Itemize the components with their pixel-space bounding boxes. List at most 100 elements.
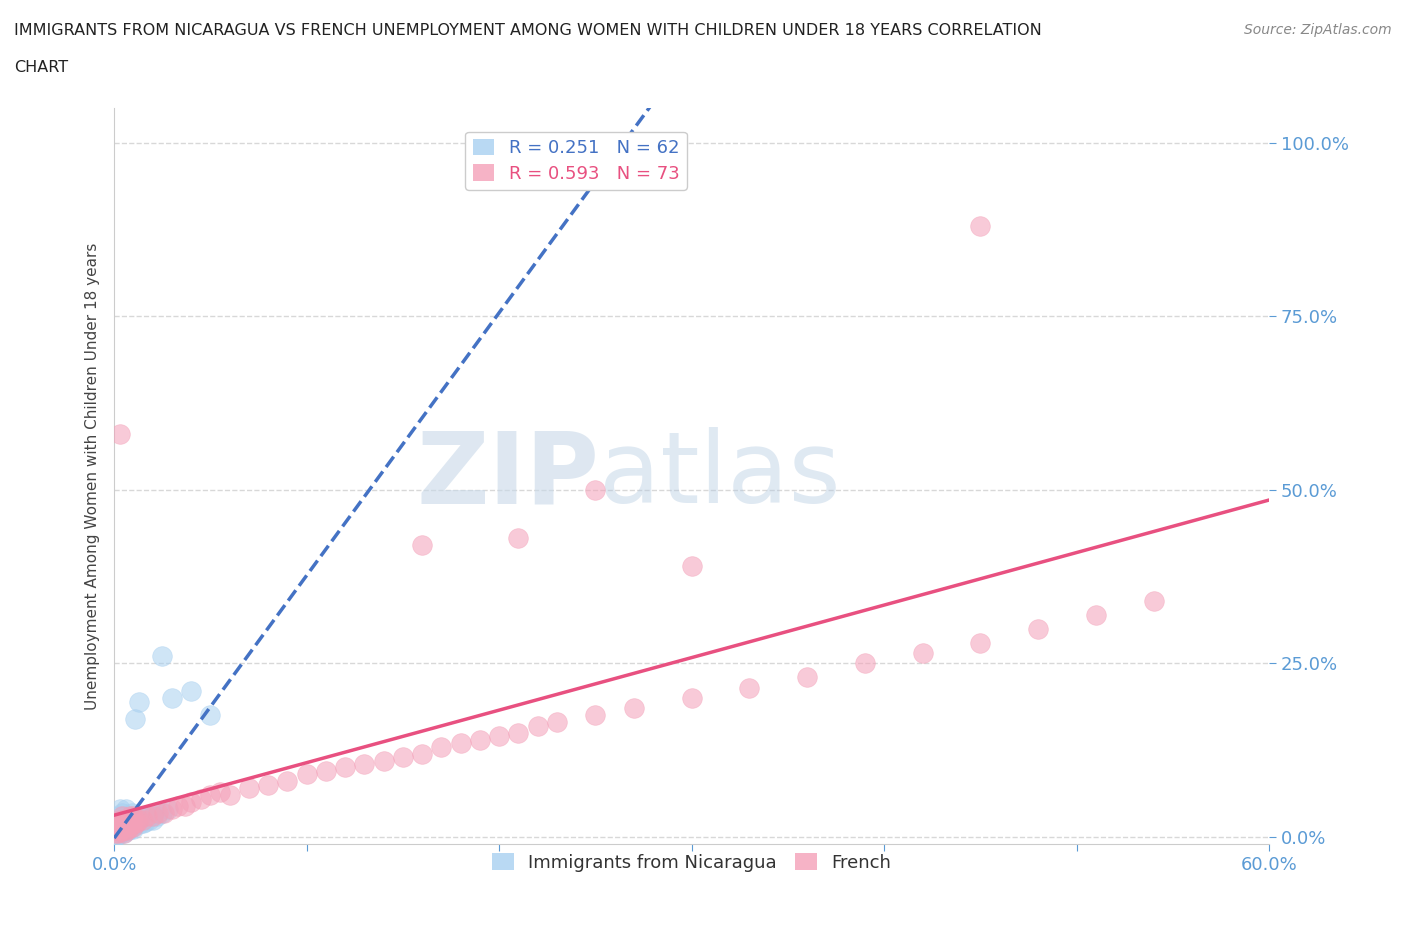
Point (122, 821, 145, 836)
Point (276, 774, 298, 789)
Text: CHART: CHART (14, 60, 67, 75)
Point (114, 802, 136, 817)
Point (105, 819, 128, 834)
Text: atlas: atlas (599, 428, 841, 525)
Text: IMMIGRANTS FROM NICARAGUA VS FRENCH UNEMPLOYMENT AMONG WOMEN WITH CHILDREN UNDER: IMMIGRANTS FROM NICARAGUA VS FRENCH UNEM… (14, 23, 1042, 38)
Point (105, 826, 128, 841)
Point (150, 805, 173, 820)
Point (411, 538, 433, 552)
Point (108, 427, 131, 442)
Point (105, 824, 128, 839)
Point (315, 764, 337, 778)
Point (150, 649, 173, 664)
Point (108, 819, 131, 834)
Point (107, 826, 129, 841)
Point (392, 750, 415, 764)
Point (112, 824, 135, 839)
Point (108, 824, 131, 839)
Point (209, 784, 232, 799)
Point (105, 822, 128, 837)
Point (468, 732, 491, 747)
Point (190, 791, 212, 806)
Point (127, 812, 149, 827)
Point (117, 812, 139, 827)
Point (134, 814, 156, 829)
Point (135, 809, 157, 824)
Point (122, 814, 145, 829)
Point (138, 812, 160, 827)
Point (430, 739, 453, 754)
Point (112, 809, 135, 824)
Point (107, 809, 129, 824)
Point (200, 788, 222, 803)
Point (681, 559, 703, 574)
Point (114, 819, 136, 834)
Point (127, 814, 149, 829)
Point (124, 816, 146, 830)
Point (117, 822, 139, 837)
Text: Source: ZipAtlas.com: Source: ZipAtlas.com (1244, 23, 1392, 37)
Point (118, 821, 141, 836)
Point (108, 819, 131, 834)
Point (107, 821, 129, 836)
Point (142, 807, 165, 822)
Point (583, 708, 606, 723)
Point (373, 753, 395, 768)
Point (166, 798, 188, 813)
Point (138, 809, 160, 824)
Point (508, 531, 530, 546)
Point (132, 816, 155, 830)
Point (508, 725, 530, 740)
Point (132, 812, 155, 827)
Point (295, 767, 318, 782)
Point (107, 816, 129, 830)
Point (180, 684, 202, 698)
Point (108, 812, 131, 827)
Point (128, 694, 150, 709)
Point (738, 680, 761, 695)
Point (114, 816, 136, 830)
Point (111, 821, 134, 836)
Point (238, 781, 260, 796)
Point (353, 757, 375, 772)
Point (124, 711, 146, 726)
Point (257, 777, 280, 792)
Point (132, 810, 155, 825)
Point (114, 816, 136, 830)
Point (112, 826, 135, 841)
Point (127, 814, 149, 829)
Point (107, 826, 129, 841)
Point (135, 810, 157, 825)
Point (142, 812, 165, 827)
Point (333, 760, 356, 775)
Point (145, 809, 167, 824)
Point (108, 824, 131, 839)
Point (122, 810, 145, 825)
Point (124, 817, 146, 831)
Point (122, 809, 145, 824)
Point (117, 821, 139, 836)
Point (142, 809, 165, 824)
Point (623, 701, 645, 716)
Point (174, 798, 197, 813)
Point (118, 809, 141, 824)
Point (112, 812, 135, 827)
Point (108, 826, 131, 841)
Point (681, 691, 703, 706)
Point (526, 718, 548, 733)
Point (117, 812, 139, 827)
Point (911, 645, 934, 660)
Point (969, 635, 991, 650)
Point (129, 812, 152, 827)
Point (117, 821, 139, 836)
Y-axis label: Unemployment Among Women with Children Under 18 years: Unemployment Among Women with Children U… (86, 242, 100, 710)
Point (121, 817, 143, 831)
Point (111, 824, 134, 839)
Point (105, 822, 128, 837)
Point (112, 819, 135, 834)
Point (157, 802, 180, 817)
Point (108, 812, 131, 827)
Point (111, 817, 134, 831)
Point (118, 817, 141, 831)
Point (108, 802, 131, 817)
